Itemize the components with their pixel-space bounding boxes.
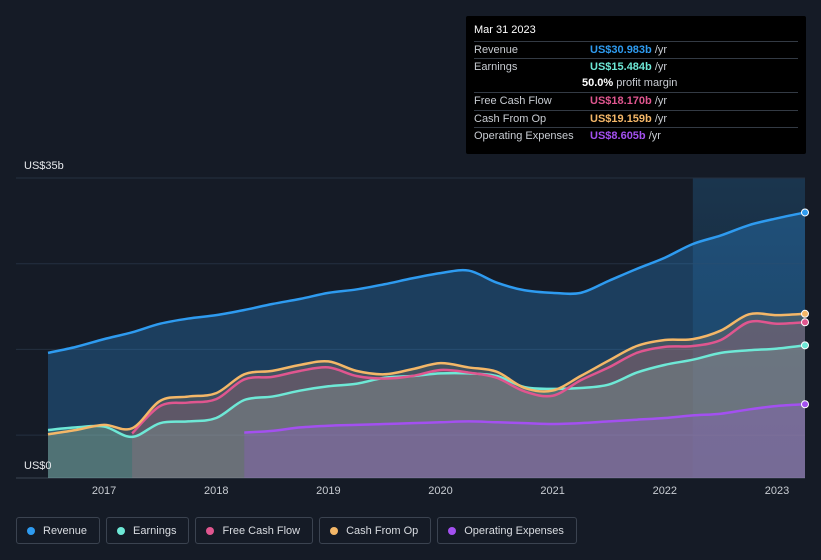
tooltip-panel: Mar 31 2023 Revenue US$30.983b /yr Earni… — [466, 16, 806, 154]
cash-from-op-line — [47, 312, 806, 436]
tooltip-value: US$8.605b /yr — [590, 130, 661, 142]
tooltip-row-operating-expenses: Operating Expenses US$8.605b /yr — [474, 127, 798, 145]
forecast-highlight — [692, 178, 805, 478]
tooltip-value: US$18.170b /yr — [590, 95, 668, 107]
revenue-line — [47, 211, 806, 355]
tooltip-value: US$19.159b /yr — [590, 113, 668, 125]
tooltip-date: Mar 31 2023 — [474, 24, 536, 36]
legend-item-cash-from-op[interactable]: Cash From Op — [319, 517, 432, 544]
x-tick-label: 2019 — [316, 485, 341, 497]
free-cash-flow-area — [132, 321, 806, 478]
tooltip-row-free-cash-flow: Free Cash Flow US$18.170b /yr — [474, 92, 798, 110]
legend-label: Earnings — [133, 524, 177, 537]
earnings-end-point — [801, 341, 809, 350]
free-cash-flow-end-point — [801, 318, 809, 327]
operating-expenses-end-point — [801, 400, 809, 409]
legend-dot-icon — [117, 526, 126, 535]
legend-item-free-cash-flow[interactable]: Free Cash Flow — [195, 517, 314, 544]
tooltip-label: Earnings — [474, 61, 518, 73]
legend-label: Operating Expenses — [464, 524, 564, 537]
earnings-area — [48, 345, 805, 478]
legend: Revenue Earnings Free Cash Flow Cash Fro… — [16, 517, 577, 546]
legend-dot-icon — [27, 526, 35, 535]
legend-dot-icon — [448, 526, 457, 535]
y-axis-top-label: US$35b — [24, 160, 64, 172]
legend-label: Revenue — [43, 524, 88, 537]
tooltip-profit-margin: 50.0% profit margin — [582, 77, 678, 89]
revenue-end-point — [801, 208, 809, 217]
tooltip-label: Cash From Op — [474, 113, 547, 125]
legend-dot-icon — [330, 526, 339, 535]
tooltip-row-earnings: Earnings US$15.484b /yr — [474, 58, 798, 76]
legend-item-revenue[interactable]: Revenue — [16, 517, 101, 544]
tooltip-label: Free Cash Flow — [474, 95, 552, 107]
x-tick-label: 2018 — [203, 485, 229, 497]
legend-item-earnings[interactable]: Earnings — [106, 517, 190, 544]
tooltip-label: Operating Expenses — [474, 130, 574, 142]
tooltip-value: US$15.484b /yr — [590, 61, 668, 73]
y-axis-bottom-label: US$0 — [24, 460, 52, 472]
tooltip-value: US$30.983b /yr — [590, 44, 668, 56]
tooltip-row-revenue: Revenue US$30.983b /yr — [474, 41, 798, 59]
x-tick-label: 2020 — [428, 485, 453, 497]
x-tick-label: 2023 — [764, 485, 790, 497]
x-tick-label: 2017 — [91, 485, 117, 497]
operating-expenses-area — [244, 404, 805, 478]
legend-dot-icon — [206, 526, 215, 535]
cash-from-op-area — [48, 313, 805, 478]
earnings-line — [47, 344, 806, 439]
legend-label: Cash From Op — [346, 524, 419, 537]
cash-from-op-end-point — [801, 309, 809, 318]
tooltip-label: Revenue — [474, 44, 519, 56]
free-cash-flow-line — [131, 319, 806, 435]
tooltip-row-cash-from-op: Cash From Op US$19.159b /yr — [474, 110, 798, 128]
x-tick-label: 2021 — [540, 485, 565, 497]
legend-item-operating-expenses[interactable]: Operating Expenses — [437, 517, 577, 544]
operating-expenses-line — [244, 402, 806, 434]
x-tick-label: 2022 — [652, 485, 678, 497]
legend-label: Free Cash Flow — [222, 524, 301, 537]
